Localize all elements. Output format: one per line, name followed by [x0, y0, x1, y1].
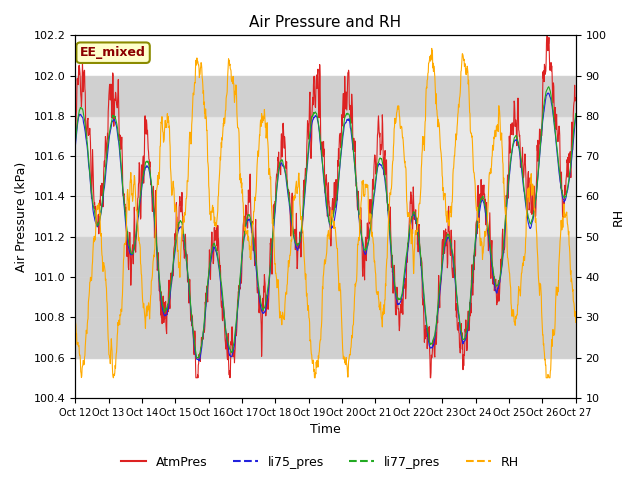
Title: Air Pressure and RH: Air Pressure and RH: [250, 15, 401, 30]
Y-axis label: RH: RH: [612, 207, 625, 226]
Bar: [75, 76, 576, 116]
Bar: [75, 116, 576, 237]
X-axis label: Time: Time: [310, 423, 341, 436]
Legend: AtmPres, li75_pres, li77_pres, RH: AtmPres, li75_pres, li77_pres, RH: [116, 451, 524, 474]
Bar: [75, 237, 576, 358]
Text: EE_mixed: EE_mixed: [80, 46, 146, 59]
Y-axis label: Air Pressure (kPa): Air Pressure (kPa): [15, 161, 28, 272]
